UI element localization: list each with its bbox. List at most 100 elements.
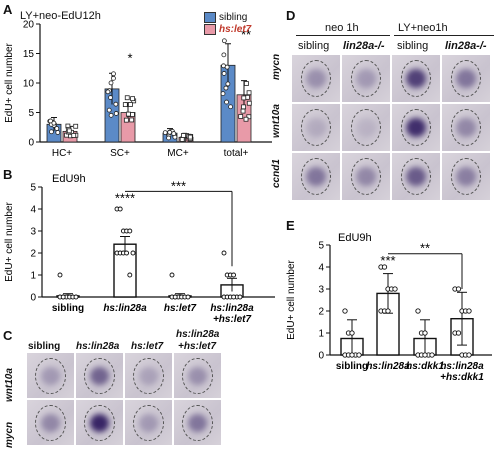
legend-label-sibling: sibling (219, 11, 248, 23)
otic-outline (35, 404, 66, 441)
panel-d-image-r1-c3 (442, 104, 490, 151)
x-tick-label: hs:let7 (164, 303, 197, 314)
panel-d-image-r0-c2 (392, 55, 440, 102)
stain-signal (456, 167, 476, 186)
data-point (129, 117, 135, 123)
panel-d-image-r1-c2 (392, 104, 440, 151)
data-point (51, 120, 57, 126)
stain-signal (406, 69, 426, 88)
data-point (224, 99, 229, 105)
data-point (113, 111, 119, 116)
data-point (181, 133, 186, 138)
panel-c-col-lin28a: hs:lin28a (76, 341, 120, 352)
data-point (108, 80, 114, 86)
x-tick-label-MC+: MC+ (167, 148, 189, 159)
data-point (48, 118, 53, 124)
chart-a-y-tick-label: 10 (23, 79, 35, 90)
stain-signal (406, 118, 426, 137)
panel-c-col-sibling: sibling (28, 341, 61, 352)
stain-signal (356, 118, 376, 137)
chart-b-y-tick-label: 3 (30, 227, 36, 238)
otic-outline (133, 357, 164, 394)
otic-outline (450, 108, 482, 147)
stain-signal (456, 69, 476, 88)
x-tick-label: hs:lin28a (440, 361, 484, 372)
data-point (221, 71, 227, 76)
chart-b-y-tick-label: 2 (30, 249, 36, 260)
data-point (113, 101, 119, 107)
data-point (108, 112, 114, 118)
data-point (225, 81, 231, 87)
data-point (356, 352, 362, 358)
panel-d-image-r0-c3 (442, 55, 490, 102)
data-point (60, 294, 66, 300)
data-point (243, 81, 249, 86)
otic-outline (182, 404, 213, 441)
panel-c-letter: C (3, 328, 13, 343)
chart-e-y-axis-label: EdU+ cell number (286, 259, 297, 339)
data-point (349, 330, 355, 336)
stain-signal (90, 413, 109, 432)
chart-e-y-tick-label: 3 (318, 285, 324, 296)
data-point (240, 108, 246, 114)
x-tick-label-SC+: SC+ (110, 148, 130, 159)
stain-signal (306, 118, 326, 137)
panel-d-col-sibling-1: sibling (298, 40, 330, 52)
data-point (381, 264, 388, 270)
data-point (429, 352, 435, 358)
chart-a-y-tick-label: 5 (28, 108, 34, 119)
panel-c-image-r0-c3 (174, 353, 221, 398)
panel-d-image-r1-c1 (342, 104, 390, 151)
chart-b-y-tick-label: 5 (30, 183, 36, 194)
stain-signal (356, 69, 376, 88)
panel-d-row-wnt10a: wnt10a (271, 104, 282, 138)
x-tick-label: sibling (52, 303, 84, 314)
otic-outline (350, 157, 382, 196)
data-point (415, 308, 421, 314)
data-point (124, 250, 130, 256)
panel-c-image-r0-c0 (27, 353, 74, 398)
chart-e-y-tick-label: 2 (318, 307, 324, 318)
data-point (71, 133, 77, 138)
panel-c-image-r0-c2 (125, 353, 172, 398)
data-point (128, 102, 133, 107)
panel-c-col-lin28a-let7-1: hs:lin28a (176, 329, 220, 340)
chart-a-y-tick-label: 15 (23, 49, 35, 60)
data-point (221, 250, 227, 256)
chart-a: 0 5 10 15 20 EdU+ cell number HC+ SC+ MC+ total+ *… (4, 20, 272, 159)
data-point (238, 114, 244, 119)
stain-signal (188, 413, 207, 432)
data-point (122, 102, 128, 108)
x-tick-label-total+: total+ (224, 148, 249, 159)
panel-d-group-ly: LY+neo1h (398, 22, 448, 34)
data-point (246, 114, 252, 120)
chart-e-y-tick-label: 1 (318, 329, 324, 340)
panel-e-letter: E (286, 218, 295, 233)
panel-a-title: LY+neo-EdU12h (20, 10, 101, 22)
stain-signal (188, 366, 207, 385)
data-point (117, 206, 123, 212)
panel-c-image-r1-c0 (27, 400, 74, 445)
x-tick-label: hs:lin28a (210, 303, 254, 314)
otic-outline (450, 59, 482, 98)
data-point (231, 272, 237, 278)
panel-d-row-ccnd1: ccnd1 (271, 159, 282, 188)
panel-d-col-sibling-2: sibling (397, 40, 429, 52)
panel-c-row-wnt10a: wnt10a (4, 368, 15, 402)
otic-outline (350, 59, 382, 98)
chart-e-y-tick-label: 5 (318, 241, 324, 252)
data-point (223, 85, 229, 91)
otic-outline (400, 108, 432, 147)
stain-signal (356, 167, 376, 186)
chart-b: 0 1 2 3 4 5 EdU+ cell number EdU9h sibling hs:lin… (4, 173, 275, 325)
x-tick-label: sibling (336, 361, 368, 372)
stain-signal (456, 118, 476, 137)
x-tick-label: hs:lin28a (366, 361, 410, 372)
panel-d-image-r0-c0 (292, 55, 340, 102)
data-point (125, 111, 131, 117)
chart-a-y-tick-label: 20 (23, 20, 35, 31)
data-point (455, 330, 462, 336)
panel-c-image-r1-c1 (76, 400, 123, 445)
data-point (221, 38, 227, 44)
